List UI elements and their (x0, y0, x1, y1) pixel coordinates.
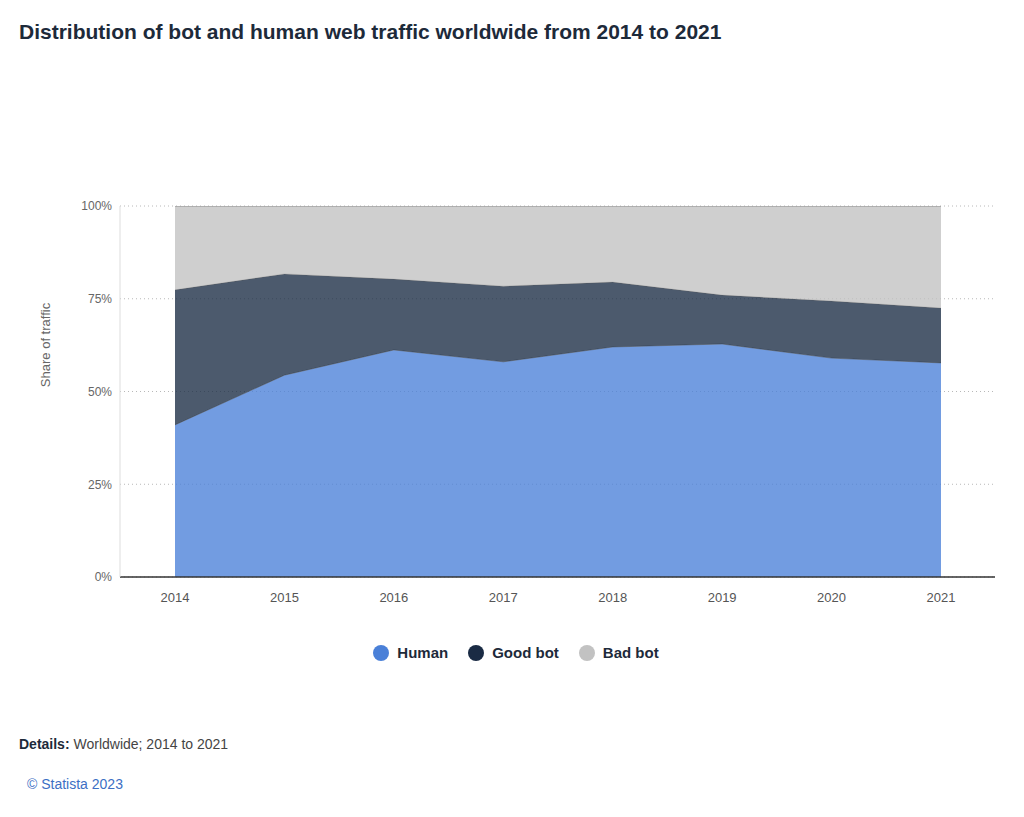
svg-text:75%: 75% (88, 292, 112, 306)
svg-text:2020: 2020 (817, 590, 846, 605)
html-text:Details: Worldwide; 2014 to 20: Details: Worldwide; 2014 to 2021 (19, 736, 229, 752)
svg-text:2018: 2018 (598, 590, 627, 605)
html-text:Distribution of bot and human: Distribution of bot and human web traffi… (19, 20, 722, 43)
html-text:Bad bot: Bad bot (602, 644, 659, 661)
svg-text:0%: 0% (95, 570, 113, 584)
svg-text:2021: 2021 (927, 590, 956, 605)
svg-text:25%: 25% (88, 478, 112, 492)
svg-text:2015: 2015 (270, 590, 299, 605)
svg-text:50%: 50% (88, 385, 112, 399)
html-text:Human: Human (397, 644, 449, 661)
svg-text:2014: 2014 (161, 590, 190, 605)
html-text:Good bot: Good bot (492, 644, 559, 661)
svg-text:2016: 2016 (379, 590, 408, 605)
html-text:Share of traffic: Share of traffic (37, 302, 53, 388)
svg-text:2019: 2019 (708, 590, 737, 605)
svg-text:100%: 100% (81, 199, 112, 213)
svg-text:2017: 2017 (489, 590, 518, 605)
html-text:© Statista 2023: © Statista 2023 (27, 776, 123, 792)
